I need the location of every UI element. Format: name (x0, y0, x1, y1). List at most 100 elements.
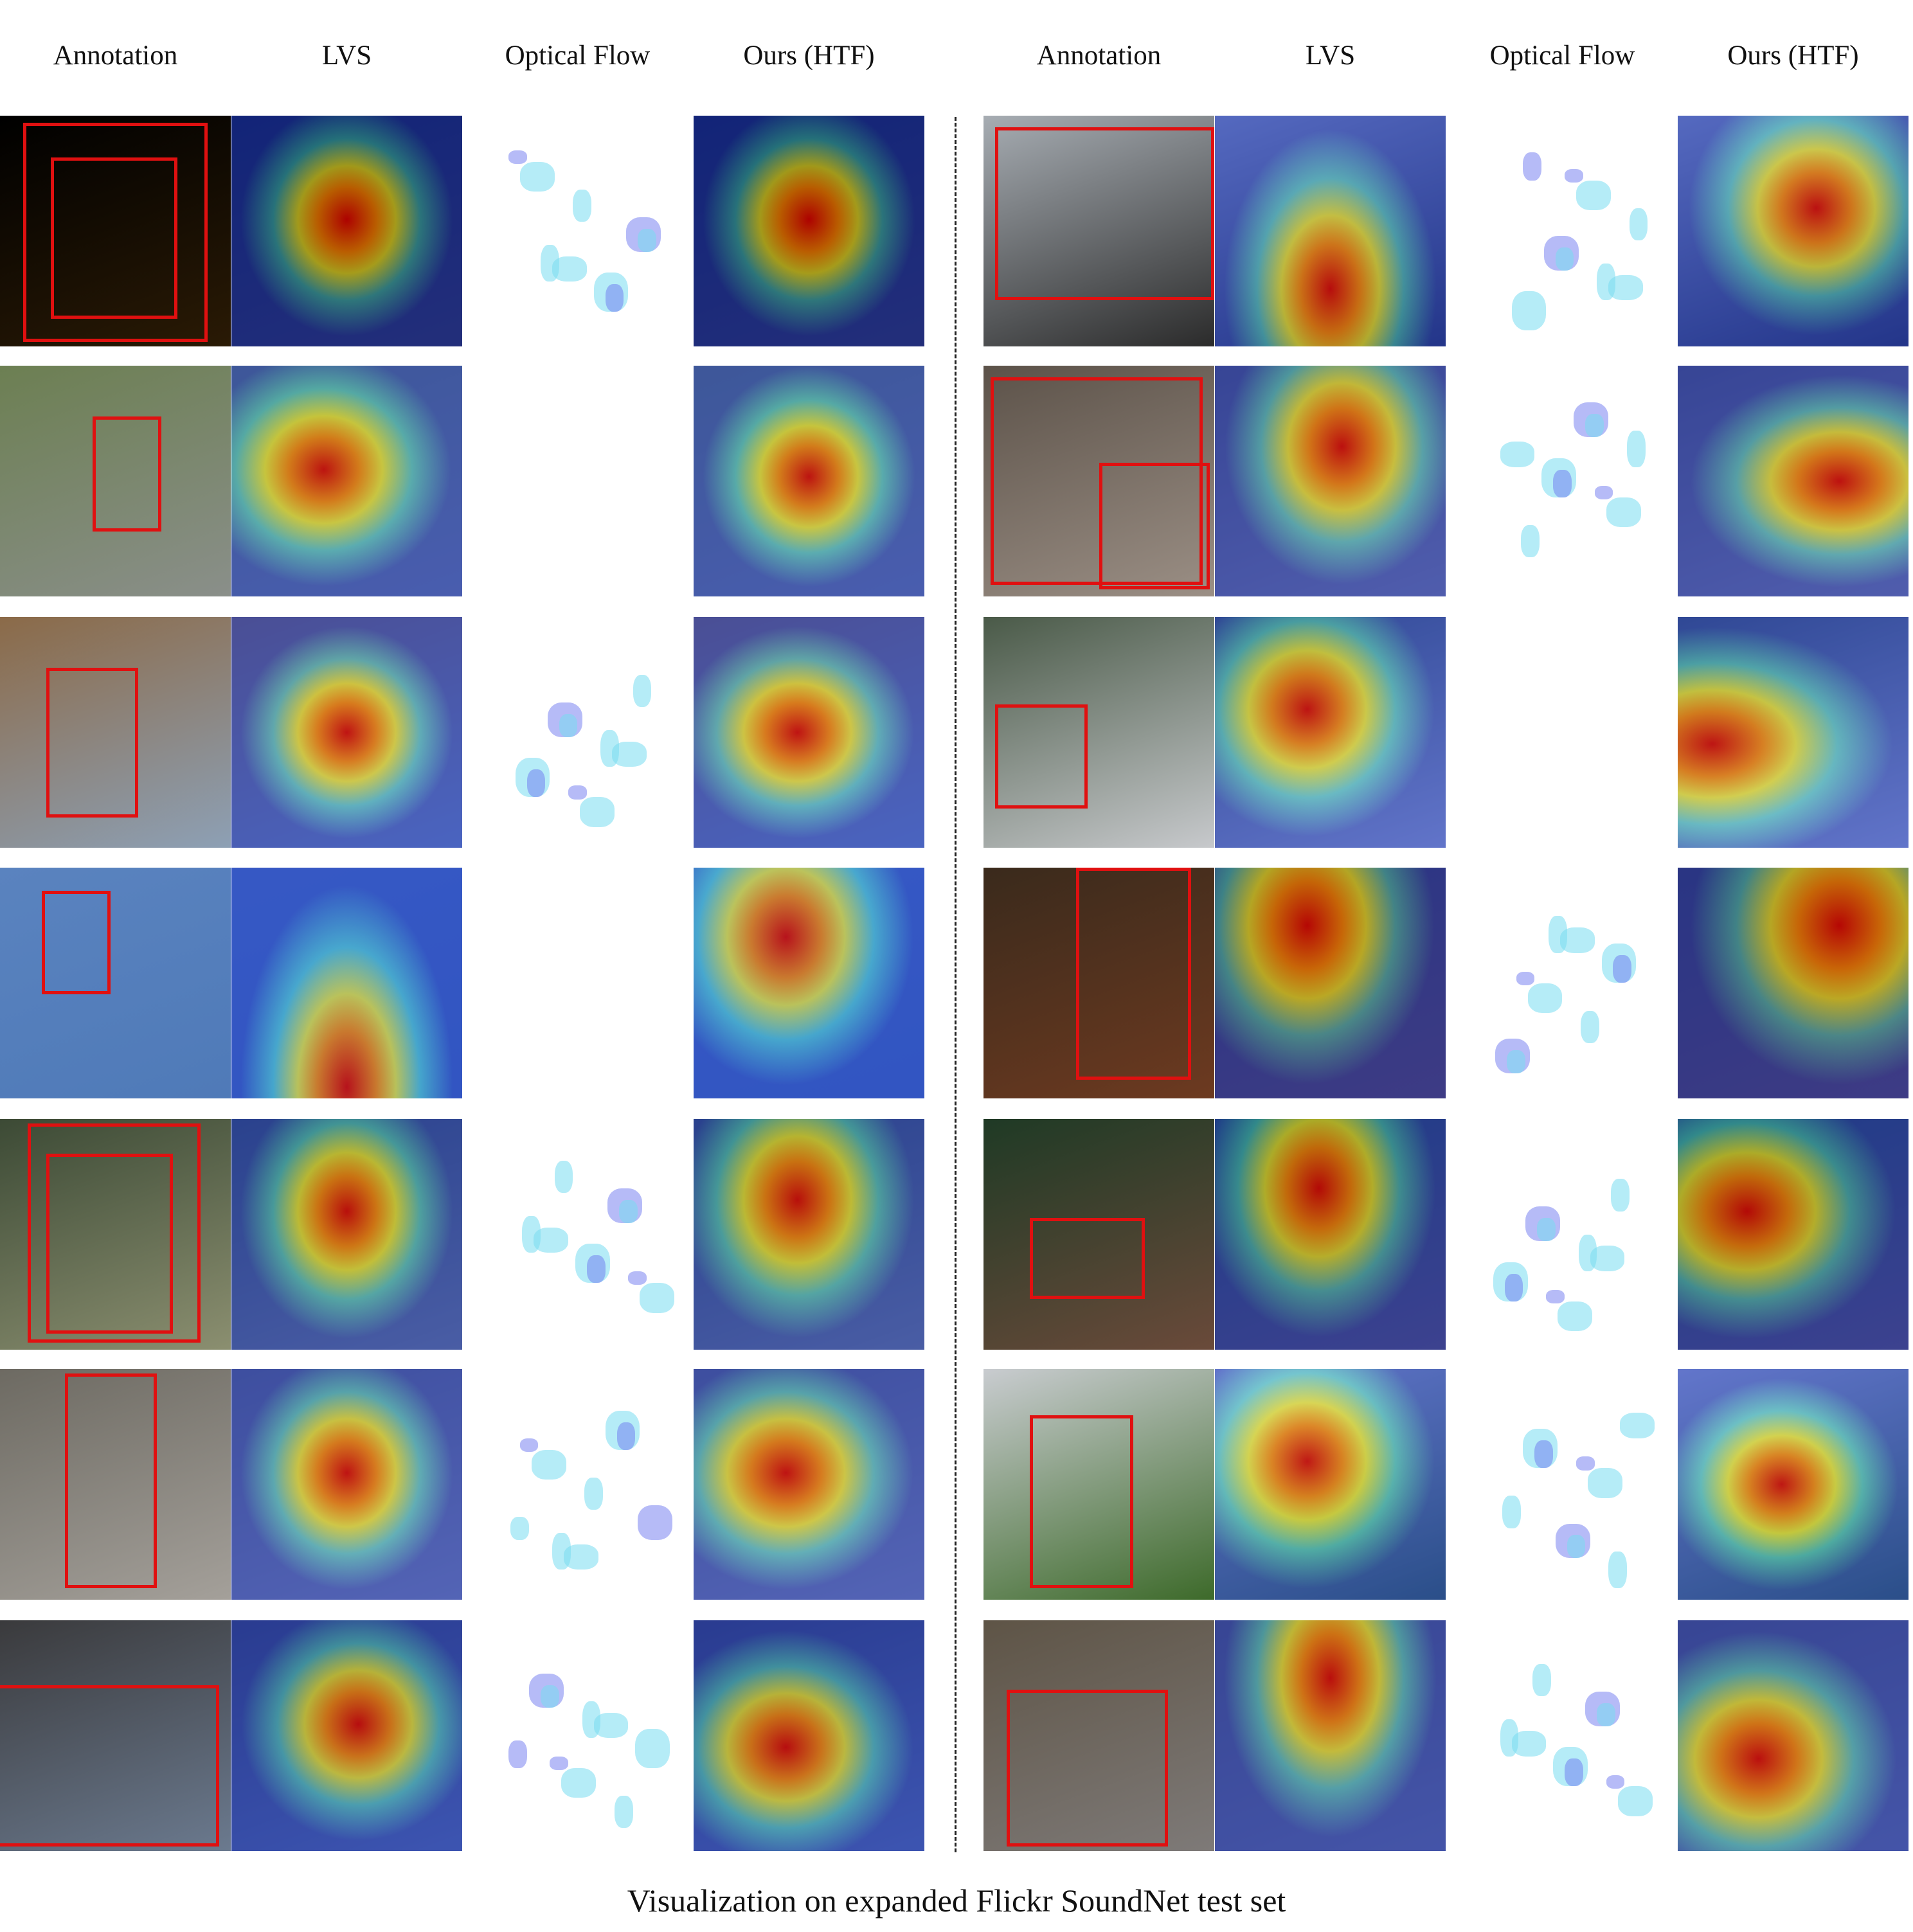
flow-blob (526, 769, 546, 798)
flow-blob (1627, 430, 1646, 467)
flow-blob (637, 1505, 672, 1540)
flow-blob (614, 1795, 633, 1829)
flow-blob (1576, 180, 1611, 211)
flow-blob (1597, 1703, 1616, 1727)
flow-blob (1523, 152, 1542, 181)
lvs-heatmap (1215, 1620, 1446, 1851)
annotation-image (0, 116, 231, 346)
optical-flow (462, 1119, 693, 1350)
optical-flow (462, 1369, 693, 1600)
lvs-heatmap (231, 1620, 462, 1851)
ours-heatmap (1678, 366, 1909, 596)
optical-flow (1447, 366, 1678, 596)
annotation-box (1029, 1415, 1134, 1589)
flow-blob (1620, 1413, 1655, 1438)
flow-blob (1500, 442, 1535, 467)
flow-blob (616, 1422, 636, 1450)
annotation-box (64, 1373, 157, 1589)
flow-blob (1502, 1496, 1521, 1528)
flow-blob (541, 1685, 559, 1708)
ours-heatmap (694, 617, 924, 848)
flow-blob (559, 713, 578, 737)
flow-blob (531, 1449, 566, 1480)
ours-heatmap (1678, 116, 1909, 346)
annotation-image (0, 1620, 231, 1851)
flow-blob (628, 1271, 647, 1285)
flow-blob (1520, 524, 1540, 557)
flow-blob (637, 228, 656, 252)
annotation-image (983, 1119, 1214, 1350)
annotation-image (0, 868, 231, 1098)
ours-heatmap (1678, 1620, 1909, 1851)
flow-blob (1511, 291, 1547, 330)
flow-blob (1606, 497, 1641, 528)
flow-blob (1567, 1535, 1586, 1559)
lvs-heatmap (1215, 868, 1446, 1098)
flow-blob (1534, 1440, 1554, 1469)
flow-blob (573, 189, 592, 222)
annotation-box (1006, 1689, 1169, 1847)
flow-blob (612, 741, 647, 767)
flow-blob (1559, 927, 1595, 953)
annotation-box (990, 377, 1203, 586)
optical-flow (1447, 617, 1678, 848)
flow-blob (534, 1227, 569, 1253)
flow-blob (510, 1516, 530, 1540)
column-header: LVS (321, 40, 372, 71)
flow-blob (554, 1160, 573, 1193)
flow-blob (1617, 1786, 1653, 1817)
flow-blob (1527, 983, 1563, 1014)
flow-blob (1629, 208, 1648, 240)
optical-flow (1447, 116, 1678, 346)
flow-blob (563, 1544, 598, 1570)
flow-blob (593, 1712, 629, 1739)
flow-blob (1532, 1664, 1551, 1697)
annotation-image (0, 1369, 231, 1600)
flow-blob (1606, 1775, 1625, 1789)
annotation-box (1075, 868, 1192, 1080)
flow-blob (519, 161, 555, 192)
flow-blob (1590, 1246, 1625, 1271)
optical-flow (1447, 1369, 1678, 1600)
ours-heatmap (694, 1119, 924, 1350)
annotation-image (983, 366, 1214, 596)
optical-flow (462, 868, 693, 1098)
flow-blob (1565, 1758, 1583, 1787)
annotation-image (0, 1119, 231, 1350)
ours-heatmap (694, 868, 924, 1098)
lvs-heatmap (231, 366, 462, 596)
annotation-box (92, 416, 162, 532)
annotation-box (50, 157, 178, 319)
ours-heatmap (694, 116, 924, 346)
optical-flow (1447, 1119, 1678, 1350)
lvs-heatmap (1215, 1119, 1446, 1350)
caption: Visualization on expanded Flickr SoundNe… (627, 1883, 1286, 1919)
annotation-box (0, 1685, 220, 1847)
ours-heatmap (694, 1369, 924, 1600)
flow-blob (1594, 485, 1613, 500)
annotation-image (983, 116, 1214, 346)
flow-blob (508, 1740, 527, 1768)
lvs-heatmap (231, 1119, 462, 1350)
column-header: LVS (1305, 40, 1356, 71)
flow-blob (584, 1477, 603, 1510)
annotation-box (22, 122, 208, 342)
lvs-heatmap (231, 617, 462, 848)
annotation-image (983, 868, 1214, 1098)
annotation-box (994, 127, 1214, 301)
lvs-heatmap (231, 116, 462, 346)
flow-blob (1576, 1456, 1595, 1471)
flow-blob (640, 1282, 675, 1313)
flow-blob (552, 256, 587, 282)
column-header: Ours (HTF) (743, 40, 875, 71)
ours-heatmap (694, 1620, 924, 1851)
flow-blob (1504, 1273, 1523, 1301)
annotation-box (41, 890, 111, 995)
flow-blob (1558, 1301, 1593, 1332)
lvs-heatmap (231, 868, 462, 1098)
flow-blob (1585, 414, 1604, 438)
flow-blob (1507, 1050, 1526, 1073)
flow-blob (1516, 971, 1535, 986)
annotation-box (28, 1123, 201, 1343)
